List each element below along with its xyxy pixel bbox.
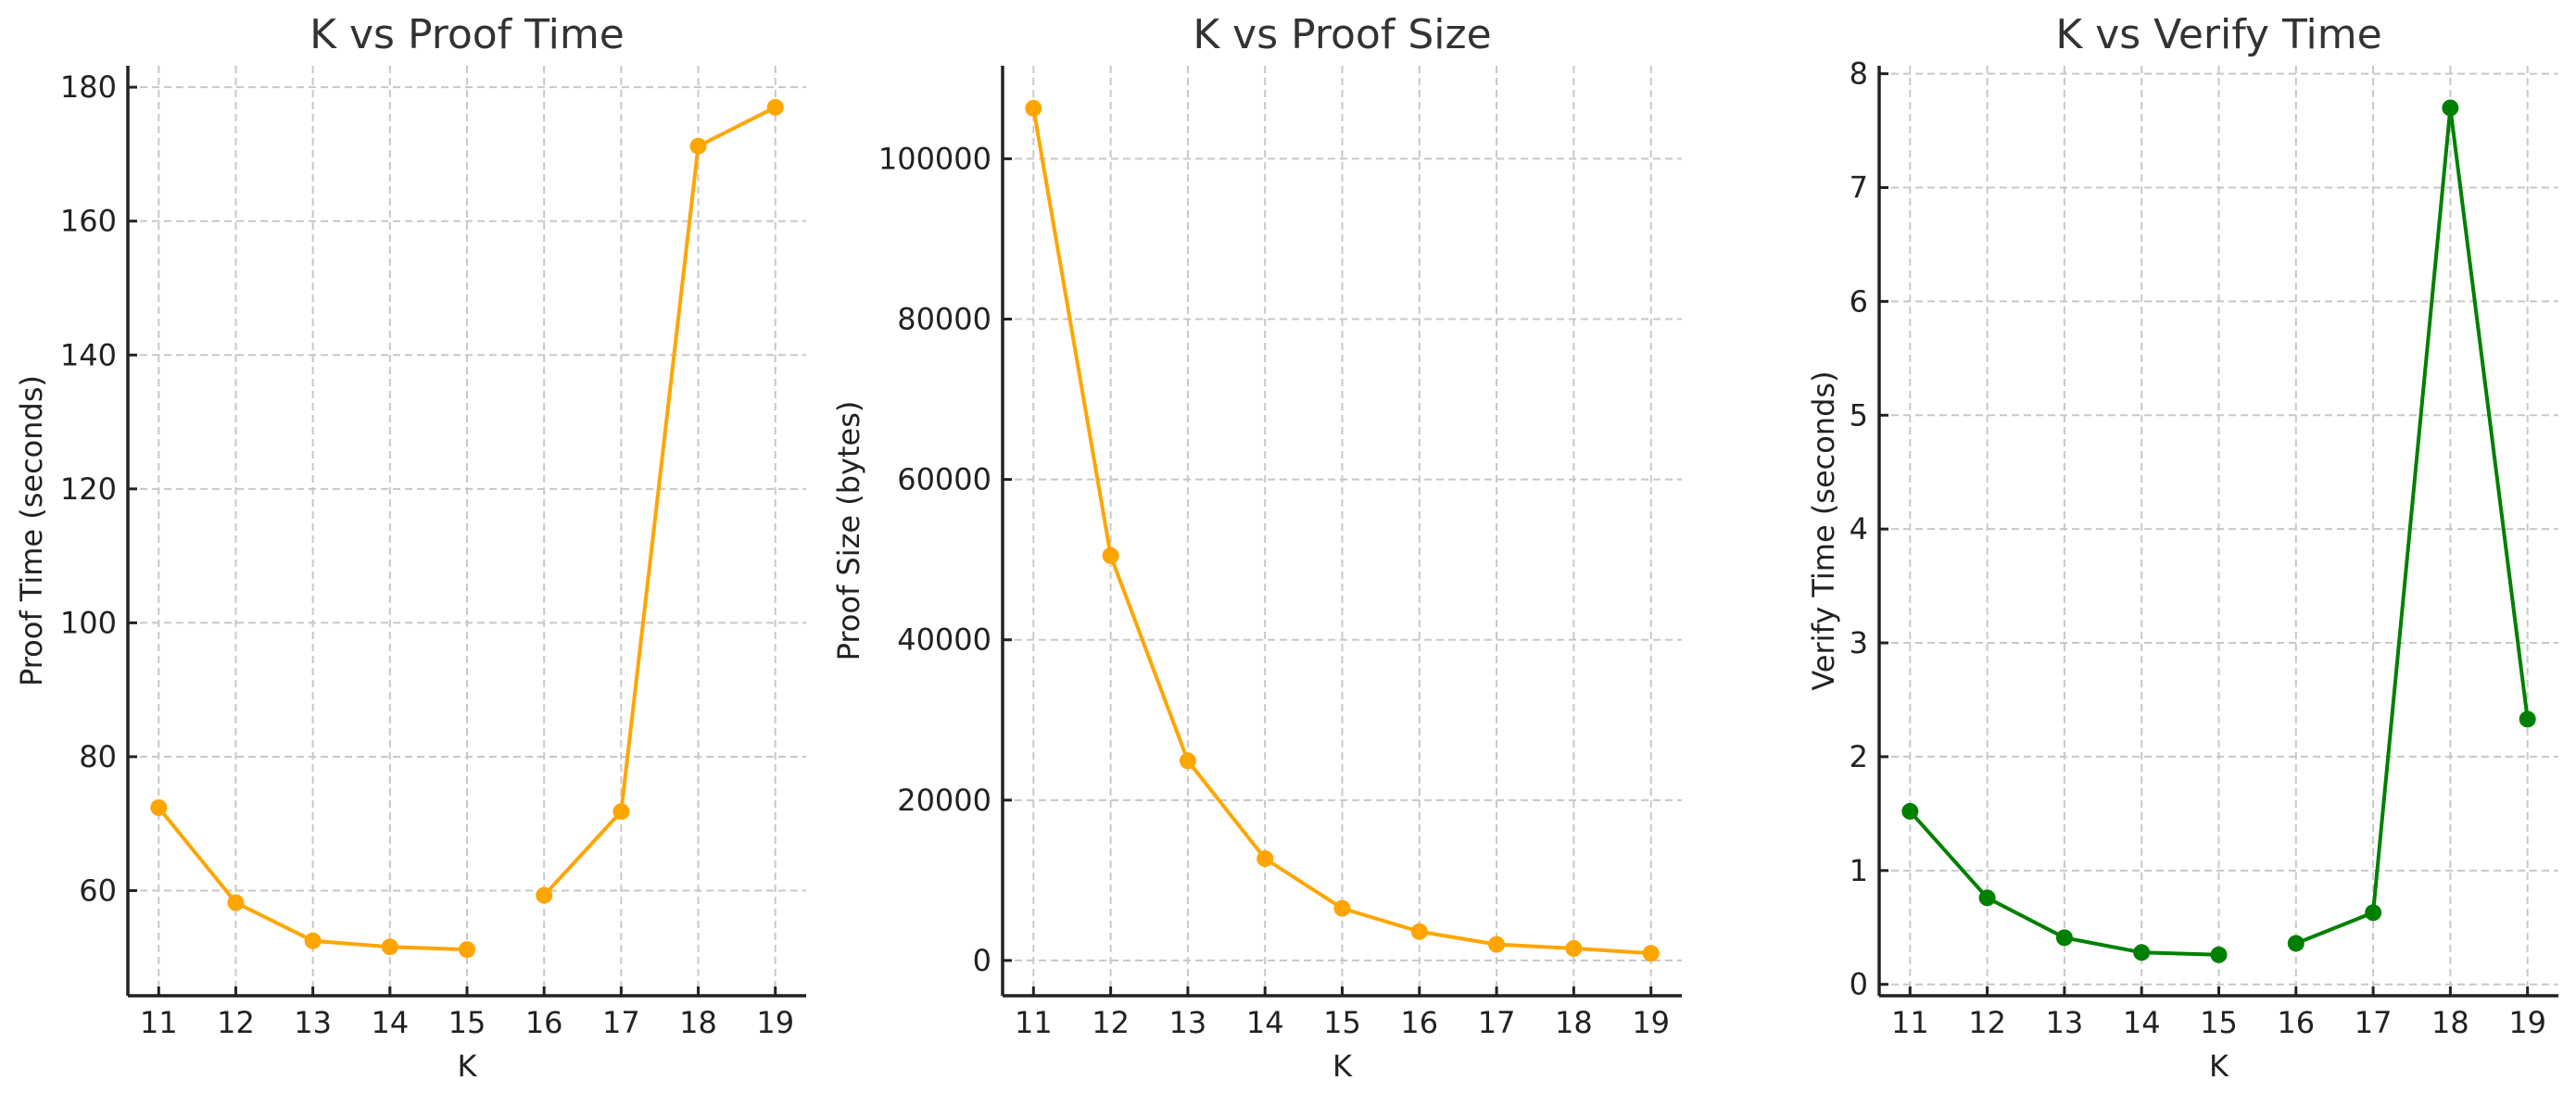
y-axis-label: Proof Time (seconds): [14, 375, 49, 686]
y-tick-label: 60000: [897, 462, 991, 497]
x-tick-label: 14: [1246, 1005, 1284, 1040]
plot-area: 11 12 13 14 15 16 17 18 19 60 80 100 120 140 160 180: [60, 66, 806, 1040]
x-tick-label: 15: [2200, 1005, 2238, 1040]
y-tick-label: 0: [973, 943, 991, 978]
data-point-marker: [1333, 899, 1351, 917]
x-axis-label: K: [2209, 1049, 2229, 1084]
y-axis-label: Proof Size (bytes): [831, 401, 866, 661]
y-tick-label: 140: [60, 337, 117, 372]
y-tick-label: 20000: [897, 783, 991, 818]
x-tick-label: 13: [294, 1005, 332, 1040]
x-tick-label: 14: [2123, 1005, 2161, 1040]
x-tick-label: 12: [1968, 1005, 2006, 1040]
x-tick-label: 16: [525, 1005, 563, 1040]
data-point-marker: [2055, 929, 2073, 947]
data-point-marker: [2519, 710, 2536, 728]
y-tick-label: 80000: [897, 302, 991, 337]
x-tick-label: 17: [1478, 1005, 1516, 1040]
data-point-marker: [689, 137, 707, 155]
x-tick-label: 19: [1632, 1005, 1670, 1040]
data-point-marker: [766, 98, 784, 116]
x-tick-label: 18: [1555, 1005, 1593, 1040]
data-point-marker: [1642, 945, 1660, 962]
series-line: [2295, 106, 2530, 946]
y-tick-label: 40000: [897, 622, 991, 658]
y-tick-label: 160: [60, 204, 117, 239]
x-tick-label: 12: [1092, 1005, 1130, 1040]
x-tick-label: 16: [2277, 1005, 2315, 1040]
data-point-marker: [2365, 904, 2382, 922]
x-tick-label: 11: [1891, 1005, 1929, 1040]
x-tick-label: 19: [2508, 1005, 2546, 1040]
data-point-marker: [1102, 546, 1119, 564]
data-point-marker: [2442, 99, 2459, 117]
chart-title: K vs Proof Time: [309, 11, 625, 58]
x-tick-label: 12: [217, 1005, 255, 1040]
y-tick-label: 6: [1850, 283, 1868, 319]
y-tick-label: 0: [1850, 967, 1868, 1002]
x-tick-label: 11: [1015, 1005, 1053, 1040]
y-tick-label: 80: [79, 739, 117, 774]
chart-title: K vs Verify Time: [2055, 11, 2381, 58]
x-tick-label: 18: [2431, 1005, 2469, 1040]
y-axis-label: Verify Time (seconds): [1806, 371, 1841, 690]
data-point-marker: [2287, 935, 2305, 952]
x-tick-label: 17: [602, 1005, 640, 1040]
x-tick-label: 18: [679, 1005, 717, 1040]
y-tick-label: 60: [79, 873, 117, 909]
plot-area: 11 12 13 14 15 16 17 18 19 0 20000 40000 60000 80000 1…: [878, 66, 1682, 1040]
y-tick-label: 5: [1850, 397, 1868, 433]
data-point-marker: [612, 803, 630, 821]
x-axis-label: K: [1332, 1049, 1353, 1084]
data-point-marker: [1565, 939, 1583, 957]
data-point-marker: [1901, 802, 1919, 820]
x-tick-label: 13: [2046, 1005, 2084, 1040]
y-tick-label: 180: [60, 69, 117, 105]
data-point-marker: [150, 798, 168, 816]
x-tick-label: 11: [140, 1005, 178, 1040]
x-tick-label: 13: [1169, 1005, 1207, 1040]
data-point-marker: [2210, 946, 2228, 963]
data-point-marker: [2133, 944, 2151, 961]
y-tick-label: 2: [1850, 739, 1868, 774]
data-point-marker: [304, 932, 322, 949]
x-tick-label: 16: [1400, 1005, 1438, 1040]
data-point-marker: [1410, 923, 1428, 940]
data-point-marker: [1256, 849, 1274, 867]
data-point-marker: [381, 938, 398, 956]
y-tick-label: 100: [60, 605, 117, 640]
chart-title: K vs Proof Size: [1193, 11, 1491, 58]
y-tick-label: 8: [1850, 57, 1868, 92]
y-tick-label: 120: [60, 471, 117, 507]
data-point-marker: [227, 894, 245, 911]
x-tick-label: 17: [2355, 1005, 2393, 1040]
series-line: [542, 106, 777, 897]
data-point-marker: [1488, 936, 1506, 953]
x-tick-label: 15: [1323, 1005, 1361, 1040]
data-point-marker: [1025, 99, 1042, 117]
data-point-marker: [536, 886, 553, 904]
y-tick-label: 4: [1850, 511, 1868, 546]
x-tick-label: 15: [448, 1005, 486, 1040]
data-point-marker: [1179, 752, 1196, 770]
y-tick-label: 7: [1850, 170, 1868, 205]
y-tick-label: 1: [1850, 853, 1868, 888]
data-point-marker: [459, 941, 475, 959]
y-tick-label: 3: [1850, 625, 1868, 660]
x-axis-label: K: [458, 1049, 478, 1084]
y-tick-label: 100000: [878, 141, 991, 176]
data-point-marker: [1978, 889, 1996, 907]
x-tick-label: 19: [756, 1005, 794, 1040]
x-tick-label: 14: [371, 1005, 409, 1040]
